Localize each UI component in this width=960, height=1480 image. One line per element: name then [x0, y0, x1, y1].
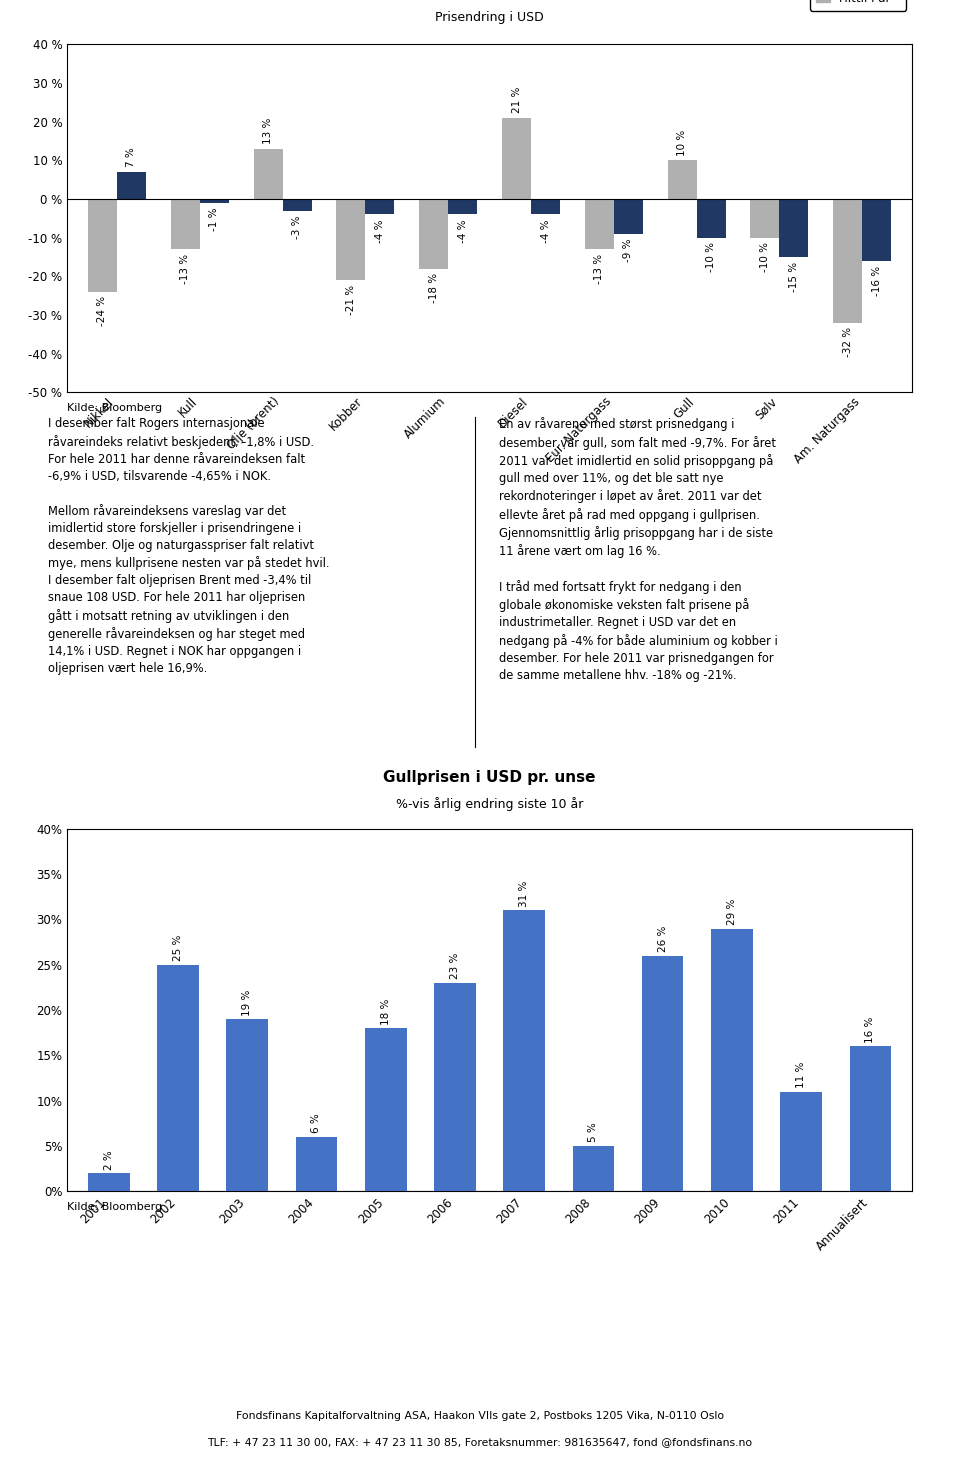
Text: %-vis årlig endring siste 10 år: %-vis årlig endring siste 10 år [396, 796, 584, 811]
Text: 31 %: 31 % [519, 881, 529, 907]
Bar [365, 1029, 406, 1191]
Text: -24 %: -24 % [97, 296, 108, 327]
Text: Kilde: Bloomberg: Kilde: Bloomberg [67, 1202, 162, 1212]
Text: I desember falt Rogers internasjonale
råvareindeks relativt beskjedent, -1,8% i : I desember falt Rogers internasjonale rå… [48, 417, 329, 675]
Bar [531, 198, 560, 215]
Bar [227, 1020, 268, 1191]
Bar [200, 198, 228, 203]
Bar [711, 928, 753, 1191]
Text: 18 %: 18 % [381, 998, 391, 1024]
Text: Prisendring i USD: Prisendring i USD [435, 10, 544, 24]
Bar [780, 1092, 822, 1191]
Text: -1 %: -1 % [209, 207, 219, 231]
Text: Fondsfinans Kapitalforvaltning ASA, Haakon VIIs gate 2, Postboks 1205 Vika, N-01: Fondsfinans Kapitalforvaltning ASA, Haak… [236, 1410, 724, 1421]
Text: 7 %: 7 % [127, 148, 136, 167]
Text: 29 %: 29 % [727, 898, 737, 925]
Bar [850, 1046, 891, 1191]
Text: 19 %: 19 % [242, 989, 252, 1015]
Bar [448, 198, 477, 215]
Bar [157, 965, 199, 1191]
Text: Kilde: Bloomberg: Kilde: Bloomberg [67, 403, 162, 413]
Bar [751, 198, 780, 238]
Text: TLF: + 47 23 11 30 00, FAX: + 47 23 11 30 85, Foretaksnummer: 981635647, fond @f: TLF: + 47 23 11 30 00, FAX: + 47 23 11 3… [207, 1437, 753, 1447]
Bar [833, 198, 862, 323]
Text: 5 %: 5 % [588, 1123, 598, 1143]
Text: -21 %: -21 % [346, 284, 356, 315]
Bar [502, 118, 531, 198]
Bar [88, 198, 117, 292]
Bar [642, 956, 684, 1191]
Text: 2 %: 2 % [104, 1150, 113, 1169]
Text: 26 %: 26 % [658, 925, 668, 952]
Bar [282, 198, 312, 210]
Legend: Desember, Hittil i år: Desember, Hittil i år [809, 0, 906, 10]
Bar [573, 1146, 614, 1191]
Bar [336, 198, 366, 280]
Text: -13 %: -13 % [594, 255, 605, 284]
Bar [171, 198, 200, 249]
Bar [434, 983, 476, 1191]
Bar [88, 1174, 130, 1191]
Text: 10 %: 10 % [677, 129, 687, 155]
Text: -4 %: -4 % [458, 219, 468, 243]
Text: 16 %: 16 % [866, 1017, 876, 1043]
Text: -4 %: -4 % [540, 219, 550, 243]
Text: -16 %: -16 % [872, 265, 882, 296]
Bar [613, 198, 643, 234]
Bar [253, 148, 282, 198]
Bar [697, 198, 726, 238]
Text: -10 %: -10 % [760, 243, 770, 272]
Bar [366, 198, 395, 215]
Text: 21 %: 21 % [512, 87, 521, 112]
Text: -3 %: -3 % [292, 215, 302, 238]
Bar [585, 198, 613, 249]
Text: 25 %: 25 % [173, 935, 183, 961]
Text: -4 %: -4 % [374, 219, 385, 243]
Bar [667, 160, 697, 198]
Bar [117, 172, 146, 198]
Text: En av råvarene med størst prisnedgang i
desember var gull, som falt med -9,7%. F: En av råvarene med størst prisnedgang i … [499, 417, 778, 681]
Text: 23 %: 23 % [450, 953, 460, 980]
Text: 11 %: 11 % [796, 1061, 806, 1088]
Bar [296, 1137, 337, 1191]
Text: Gullprisen i USD pr. unse: Gullprisen i USD pr. unse [383, 770, 596, 786]
Bar [862, 198, 891, 260]
Text: -10 %: -10 % [707, 243, 716, 272]
Bar [420, 198, 448, 268]
Text: -15 %: -15 % [789, 262, 799, 292]
Text: -18 %: -18 % [429, 274, 439, 303]
Text: 13 %: 13 % [263, 118, 273, 144]
Bar [780, 198, 808, 258]
Text: -9 %: -9 % [623, 238, 634, 262]
Text: -13 %: -13 % [180, 255, 190, 284]
Text: -32 %: -32 % [843, 327, 852, 357]
Text: 6 %: 6 % [311, 1113, 322, 1134]
Bar [503, 910, 545, 1191]
